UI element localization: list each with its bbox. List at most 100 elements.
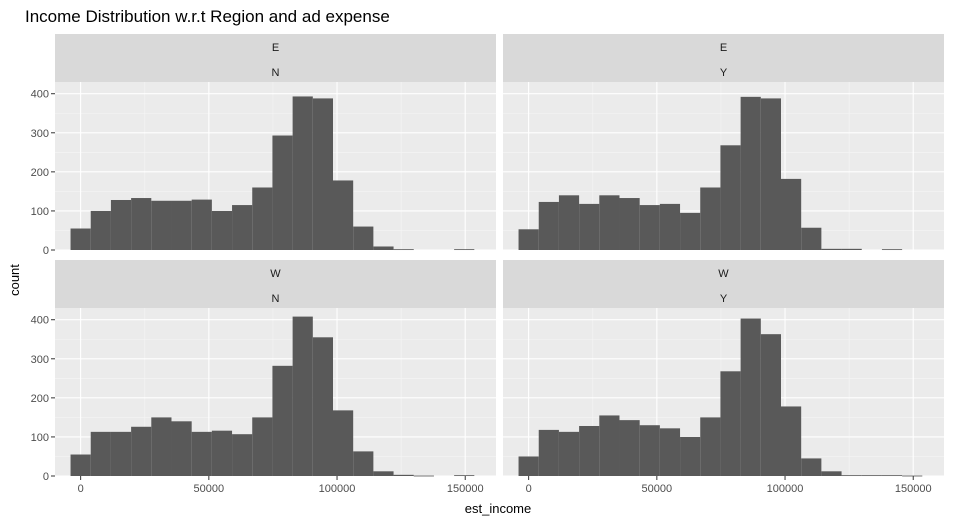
histogram-bar: [272, 365, 293, 476]
x-tick-label: 100000: [767, 483, 804, 495]
histogram-bar: [110, 199, 132, 250]
histogram-bar: [110, 431, 132, 476]
strip-label-ad-expense: N: [272, 67, 280, 79]
facet-panel: W Y 0 50000 100000 150000: [503, 260, 944, 495]
histogram-bar: [70, 228, 91, 250]
histogram-bar: [373, 246, 394, 250]
histogram-bar: [518, 229, 539, 250]
histogram-bar: [232, 205, 253, 250]
histogram-bar: [454, 475, 475, 477]
x-tick-label: 150000: [895, 483, 932, 495]
y-tick-label: 400: [31, 315, 49, 327]
histogram-bar: [312, 98, 333, 250]
histogram-bar: [332, 410, 354, 476]
histogram-bar: [393, 249, 414, 251]
histogram-bar: [579, 203, 600, 250]
histogram-bar: [211, 210, 233, 250]
histogram-bar: [454, 249, 475, 251]
strip-label-ad-expense: Y: [720, 67, 728, 79]
histogram-bar: [373, 471, 394, 476]
histogram-bar: [760, 98, 781, 250]
histogram-bar: [619, 198, 640, 250]
y-tick-label: 0: [43, 245, 49, 257]
histogram-bar: [599, 195, 620, 250]
histogram-bar: [332, 180, 354, 250]
x-tick-label: 150000: [447, 483, 484, 495]
y-tick-label: 200: [31, 393, 49, 405]
histogram-bar: [841, 248, 862, 250]
y-tick-label: 200: [31, 167, 49, 179]
histogram-bar: [639, 205, 660, 250]
histogram-bar: [252, 187, 273, 250]
histogram-bar: [639, 425, 660, 476]
histogram-bar: [70, 454, 91, 476]
histogram-bar: [151, 417, 172, 476]
histogram-bar: [353, 451, 374, 476]
facet-strip: [55, 260, 496, 308]
x-tick-label: 0: [78, 483, 84, 495]
histogram-bar: [821, 471, 842, 476]
histogram-bar: [538, 201, 559, 250]
facet-strip: [55, 34, 496, 82]
x-tick-label: 0: [526, 483, 532, 495]
histogram-bar: [191, 431, 212, 476]
histogram-bar: [252, 417, 273, 476]
histogram-bar: [272, 135, 293, 250]
histogram-bar: [413, 475, 434, 477]
histogram-bar: [740, 318, 761, 476]
histogram-bar: [680, 436, 701, 476]
x-tick-label: 100000: [319, 483, 356, 495]
histogram-bar: [558, 431, 580, 476]
histogram-bar: [558, 195, 580, 250]
y-tick-label: 100: [31, 432, 49, 444]
histogram-bar: [171, 421, 192, 476]
strip-label-ad-expense: Y: [720, 293, 728, 305]
y-tick-label: 300: [31, 354, 49, 366]
strip-label-ad-expense: N: [272, 293, 280, 305]
histogram-bar: [191, 199, 212, 250]
histogram-bar: [312, 337, 333, 476]
x-tick-label: 50000: [642, 483, 673, 495]
facet-panel: EY: [503, 34, 944, 251]
histogram-bar: [538, 429, 559, 476]
x-tick-label: 50000: [194, 483, 225, 495]
histogram-bar: [619, 420, 640, 476]
histogram-bar: [211, 430, 233, 476]
histogram-bar: [232, 434, 253, 476]
histogram-bar: [659, 428, 681, 476]
strip-label-region: E: [720, 42, 727, 54]
histogram-bar: [292, 96, 313, 250]
histogram-bar: [720, 145, 741, 250]
y-tick-label: 100: [31, 206, 49, 218]
histogram-bar: [131, 426, 152, 476]
histogram-bar: [393, 474, 414, 476]
histogram-bar: [902, 475, 923, 477]
histogram-bar: [353, 226, 374, 250]
strip-label-region: E: [272, 42, 279, 54]
histogram-bar: [599, 415, 620, 476]
chart-title: Income Distribution w.r.t Region and ad …: [25, 7, 390, 26]
histogram-bar: [659, 203, 681, 250]
histogram-bar: [700, 187, 721, 250]
histogram-bar: [801, 458, 822, 476]
y-tick-label: 400: [31, 89, 49, 101]
histogram-bar: [151, 200, 172, 250]
facet-panel: E N 0 100 200 300 400: [31, 34, 496, 257]
histogram-bar: [720, 371, 741, 476]
histogram-bar: [801, 227, 822, 250]
histogram-bar: [821, 248, 842, 250]
histogram-bar: [760, 334, 781, 476]
y-axis-title: count: [7, 264, 22, 296]
histogram-bar: [90, 431, 111, 476]
histogram-bar: [90, 210, 111, 250]
histogram-bar: [881, 475, 903, 477]
strip-label-region: W: [270, 268, 281, 280]
histogram-bar: [841, 475, 862, 477]
y-tick-label: 300: [31, 128, 49, 140]
histogram-bar: [780, 178, 802, 250]
facet-strip: [503, 260, 944, 308]
y-tick-label: 0: [43, 471, 49, 483]
histogram-bar: [700, 417, 721, 476]
